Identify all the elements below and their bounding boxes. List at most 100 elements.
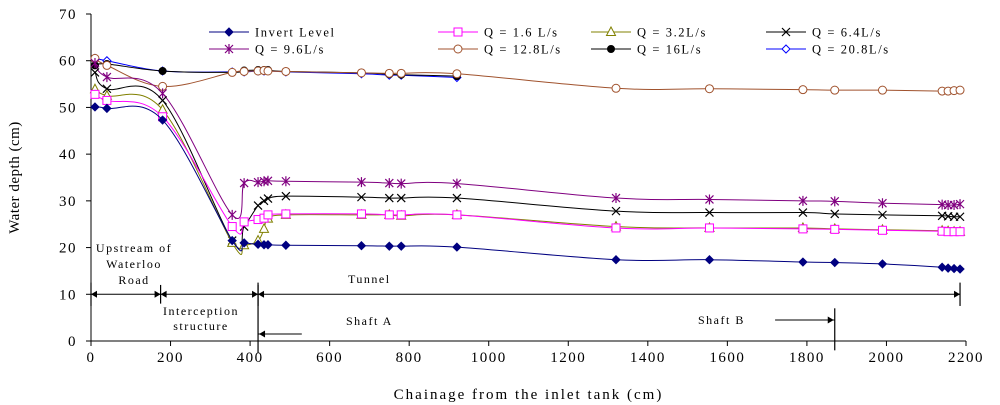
data-point xyxy=(158,66,167,75)
marker-shape xyxy=(452,69,462,79)
data-point xyxy=(798,208,808,217)
marker-shape xyxy=(452,242,462,252)
data-point xyxy=(102,72,112,83)
data-point xyxy=(830,85,840,95)
data-point xyxy=(157,115,168,125)
data-point xyxy=(830,209,840,219)
legend-label: Q = 20.8L/s xyxy=(812,43,890,57)
marker-shape xyxy=(384,68,394,78)
arrow-head xyxy=(954,290,961,298)
data-point xyxy=(102,84,112,94)
x-axis-title: Chainage from the inlet tank (cm) xyxy=(394,387,664,403)
data-point xyxy=(611,206,621,216)
legend-swatch-marker xyxy=(781,44,791,54)
data-point xyxy=(227,67,237,77)
data-point xyxy=(239,66,249,76)
marker-shape xyxy=(396,68,406,78)
marker-shape xyxy=(955,212,965,222)
data-point xyxy=(102,60,112,70)
marker-shape xyxy=(611,255,621,265)
x-tick-label: 2200 xyxy=(948,350,984,366)
data-point xyxy=(798,257,808,267)
marker-shape xyxy=(239,66,249,76)
marker-shape xyxy=(384,193,394,203)
marker-shape xyxy=(453,27,463,37)
series-7 xyxy=(90,53,462,83)
annotations: Upstream of Waterloo Road Interception s… xyxy=(90,241,961,353)
data-point xyxy=(611,255,621,265)
marker-shape xyxy=(877,225,887,235)
x-tick-label: 1400 xyxy=(630,350,666,366)
marker-shape xyxy=(955,85,965,95)
axes: 0 10 20 30 40 50 60 70 0 200 400 600 800 1000 1200 1400… xyxy=(7,7,984,403)
marker-shape xyxy=(227,235,237,246)
tunnel-label: Tunnel xyxy=(348,272,391,286)
marker-shape xyxy=(384,178,394,189)
legend-item: Q = 3.2L/s xyxy=(591,25,705,40)
data-point xyxy=(263,66,273,76)
data-point xyxy=(357,177,366,188)
data-point xyxy=(281,176,291,187)
series-line xyxy=(94,72,961,250)
legend-label: Q = 12.8L/s xyxy=(484,43,562,57)
series-line xyxy=(94,57,961,92)
marker-shape xyxy=(949,263,959,274)
data-point xyxy=(253,239,263,250)
data-point xyxy=(356,68,366,78)
legend-swatch-marker xyxy=(453,44,463,54)
data-point xyxy=(452,210,462,220)
marker-shape xyxy=(158,88,168,99)
data-point xyxy=(878,198,887,209)
y-tick-label: 70 xyxy=(59,7,77,23)
data-point xyxy=(281,240,291,250)
marker-shape xyxy=(798,85,808,95)
legend-label: Q = 16L/s xyxy=(637,43,702,57)
data-point xyxy=(253,201,263,210)
marker-shape xyxy=(878,198,887,209)
marker-shape xyxy=(955,227,965,237)
data-point xyxy=(239,178,249,189)
data-point xyxy=(452,178,462,189)
marker-shape xyxy=(157,115,168,125)
x-tick-label: 1000 xyxy=(471,350,507,366)
marker-shape xyxy=(704,255,715,265)
marker-shape xyxy=(607,45,615,53)
marker-shape xyxy=(384,210,394,220)
y-axis-title: Water depth (cm) xyxy=(7,121,23,234)
arrow-head xyxy=(154,290,161,298)
y-tick-label: 50 xyxy=(59,100,77,116)
marker-shape xyxy=(158,95,168,105)
marker-shape xyxy=(102,72,112,83)
marker-shape xyxy=(452,193,462,203)
marker-shape xyxy=(955,199,965,210)
plot-area xyxy=(89,53,966,274)
data-point xyxy=(263,194,273,203)
marker-shape xyxy=(102,84,112,94)
data-point xyxy=(102,103,112,114)
marker-shape xyxy=(396,210,406,220)
data-point xyxy=(396,68,406,78)
y-tick-label: 40 xyxy=(59,147,77,163)
x-tick-label: 2000 xyxy=(868,350,904,366)
data-point xyxy=(798,224,808,234)
marker-shape xyxy=(605,25,617,36)
marker-shape xyxy=(253,201,263,210)
marker-shape xyxy=(227,67,237,77)
marker-shape xyxy=(830,85,840,95)
data-point xyxy=(452,193,462,203)
data-point xyxy=(396,193,406,203)
marker-shape xyxy=(830,257,840,268)
data-point xyxy=(830,257,840,268)
y-tick-label: 0 xyxy=(68,334,77,350)
marker-shape xyxy=(830,224,840,234)
data-point xyxy=(356,240,367,251)
marker-shape xyxy=(705,208,714,217)
series-line xyxy=(94,62,961,219)
marker-shape xyxy=(357,192,366,202)
marker-shape xyxy=(611,193,621,204)
arrow-head xyxy=(252,290,259,298)
marker-shape xyxy=(90,67,100,77)
arrow-head xyxy=(160,290,167,298)
marker-shape xyxy=(356,209,366,219)
marker-shape xyxy=(704,223,714,233)
